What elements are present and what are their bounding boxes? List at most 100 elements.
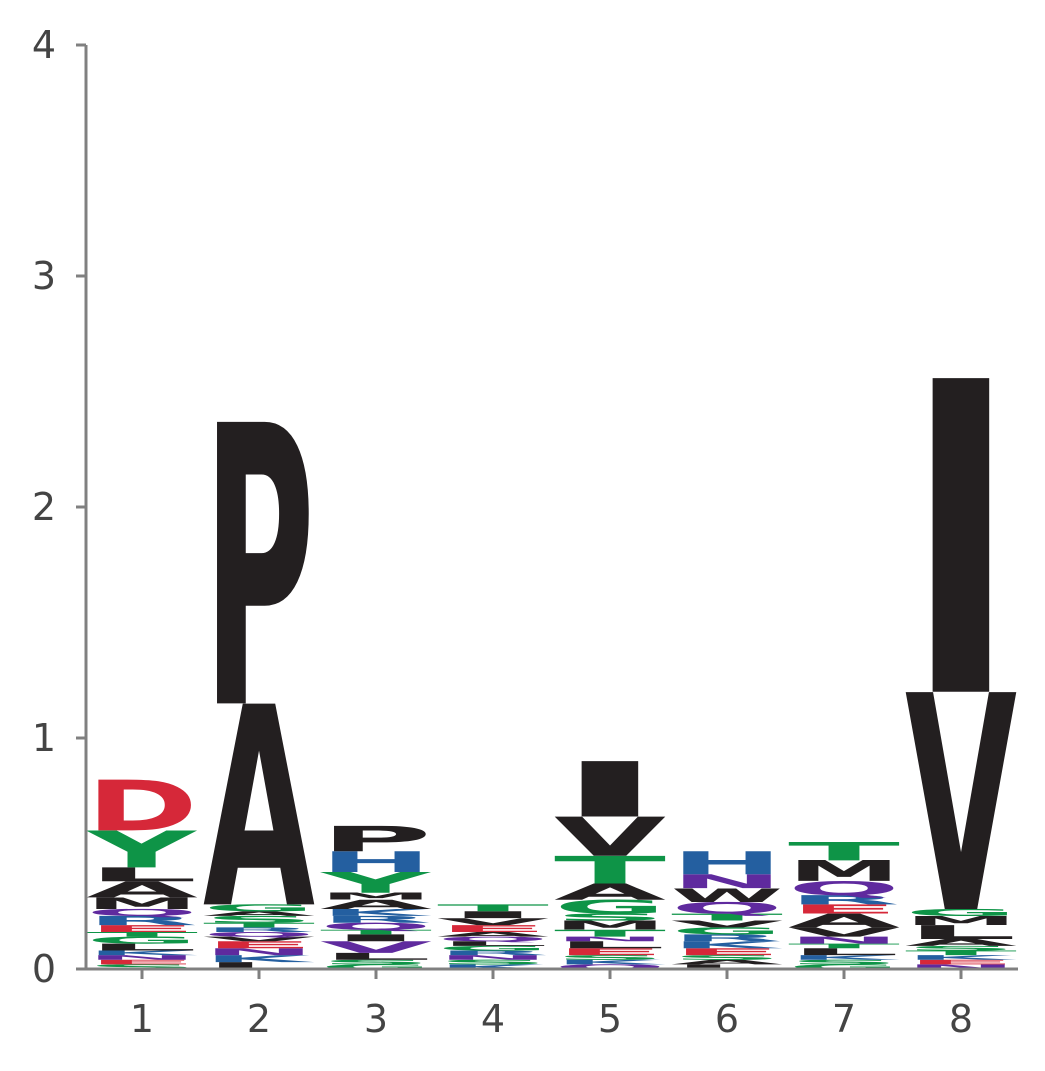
logo-letter: S [905, 945, 1017, 952]
logo-letter: R [203, 926, 315, 933]
logo-letter: T [671, 912, 783, 923]
logo-letter: A [671, 959, 783, 966]
y-tick-label: 4 [32, 23, 56, 67]
logo-letter: L [86, 864, 198, 886]
logo-letter: Q [671, 899, 783, 917]
logo-letter: T [905, 949, 1017, 956]
logo-letter: M [86, 894, 198, 913]
logo-letter: T [203, 922, 315, 929]
logo-letter: S [671, 954, 783, 961]
logo-letter: K [554, 959, 666, 966]
x-tick-label: 2 [247, 997, 271, 1041]
logo-letter: I [554, 746, 666, 835]
logo-letter: N [86, 954, 198, 961]
logo-letter: T [437, 903, 549, 914]
logo-letter: N [203, 946, 315, 957]
logo-letter: S [320, 959, 432, 966]
logo-letters: SENKLGTERQMALYDLKNEVQRTSAGAPGSLVITQRKAMY… [85, 292, 1017, 980]
y-tick-label: 1 [32, 716, 56, 760]
logo-letter: G [437, 945, 549, 952]
logo-letter: M [905, 913, 1017, 928]
logo-letter: V [554, 806, 666, 869]
logo-letter: I [437, 909, 549, 920]
logo-letter: M [788, 855, 900, 888]
logo-letter: L [86, 942, 198, 953]
logo-letter: A [203, 910, 315, 917]
logo-letter: Q [86, 907, 198, 918]
logo-letter: E [203, 939, 315, 950]
x-tick-label: 5 [598, 997, 622, 1041]
logo-letter: L [437, 940, 549, 947]
logo-letter: S [554, 912, 666, 923]
logo-letter: L [203, 960, 315, 971]
logo-letter: G [203, 902, 315, 913]
logo-letter: E [554, 946, 666, 957]
logo-letter: A [320, 897, 432, 912]
logo-letter: S [86, 963, 198, 970]
logo-letter: L [320, 951, 432, 962]
logo-letter: T [788, 942, 900, 949]
logo-letter: E [86, 923, 198, 934]
x-tick-label: 7 [832, 997, 856, 1041]
logo-letter: Q [203, 931, 315, 938]
logo-letter: Q [788, 878, 900, 900]
logo-letter: N [788, 935, 900, 946]
logo-letter: M [554, 918, 666, 933]
logo-letter: G [554, 896, 666, 918]
logo-letter: M [320, 891, 432, 902]
logo-letter: N [671, 870, 783, 892]
logo-letter: E [437, 923, 549, 934]
logo-letter: R [437, 949, 549, 956]
logo-letter: R [788, 893, 900, 908]
logo-letter: D [86, 766, 198, 847]
logo-letter: E [905, 959, 1017, 966]
logo-letter: V [788, 925, 900, 940]
logo-letter: L [671, 963, 783, 970]
x-tick-label: 8 [949, 997, 973, 1041]
y-tick-label: 0 [32, 947, 56, 991]
logo-letter: I [905, 292, 1017, 794]
logo-letter: K [203, 953, 314, 964]
logo-letter: S [788, 959, 900, 966]
logo-letter: A [905, 937, 1017, 948]
logo-letter: R [86, 913, 198, 928]
logo-letter: G [788, 963, 900, 970]
logo-letter: A [203, 649, 315, 969]
logo-letter: G [905, 907, 1017, 918]
logo-letter: N [554, 935, 666, 942]
logo-letter: T [320, 929, 432, 936]
x-tick-label: 1 [130, 997, 154, 1041]
logo-letter: I [320, 932, 432, 943]
logo-letter: L [788, 946, 900, 957]
logo-letter: T [554, 848, 666, 892]
logo-letter: P [320, 819, 432, 860]
logo-letter: A [554, 879, 666, 905]
logo-letter: K [905, 954, 1017, 961]
logo-letter: E [671, 946, 783, 957]
logo-letter: P [203, 346, 315, 796]
logo-letter: V [320, 938, 432, 956]
logo-letter: T [554, 928, 666, 939]
logo-letter: H [320, 845, 432, 878]
logo-letter: Q [437, 935, 549, 942]
y-tick-label: 2 [32, 485, 56, 529]
logo-letter: T [86, 931, 198, 938]
logo-letter: L [905, 922, 1017, 944]
x-tick-label: 4 [481, 997, 505, 1041]
logo-letter: G [320, 963, 432, 970]
logo-letter: K [671, 939, 782, 950]
logo-letter: K [437, 963, 549, 970]
logo-letter: S [437, 959, 549, 966]
logo-letter: Q [554, 963, 666, 970]
logo-letter: S [554, 954, 666, 961]
logo-letter: E [86, 959, 198, 966]
logo-letter: A [788, 910, 900, 932]
logo-letter: G [671, 926, 783, 937]
